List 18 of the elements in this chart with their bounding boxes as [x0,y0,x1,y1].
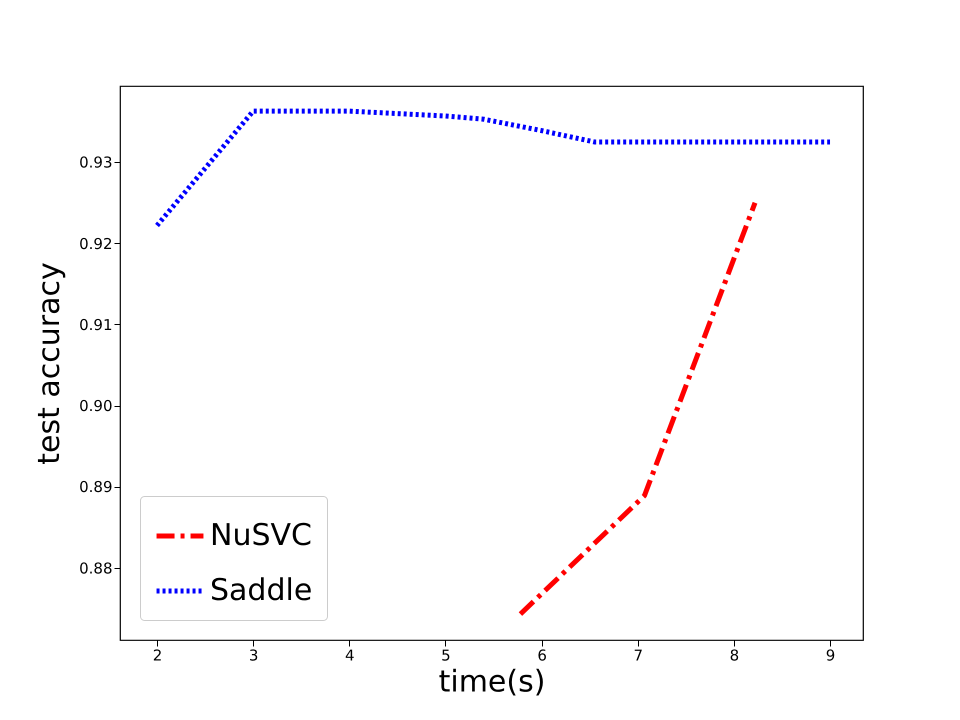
x-tick-label: 8 [730,646,740,664]
x-tick-label: 3 [248,646,258,664]
x-axis-title: time(s) [438,664,546,700]
x-tick-label: 2 [152,646,162,664]
y-tick-label: 0.89 [79,478,112,496]
x-tick-label: 7 [633,646,644,664]
y-tick-label: 0.92 [79,234,112,253]
x-tick-label: 6 [537,646,547,664]
y-tick-label: 0.93 [79,154,112,172]
x-tick-label: 9 [826,646,836,664]
x-tick-label: 5 [441,646,451,664]
y-tick-label: 0.88 [79,559,112,578]
x-tick-label: 4 [345,646,355,664]
legend-label: Saddle [210,573,312,608]
y-tick-label: 0.90 [79,397,112,416]
legend-label: NuSVC [210,518,312,553]
y-axis-title: test accuracy [32,262,68,465]
y-tick-label: 0.91 [79,316,112,334]
